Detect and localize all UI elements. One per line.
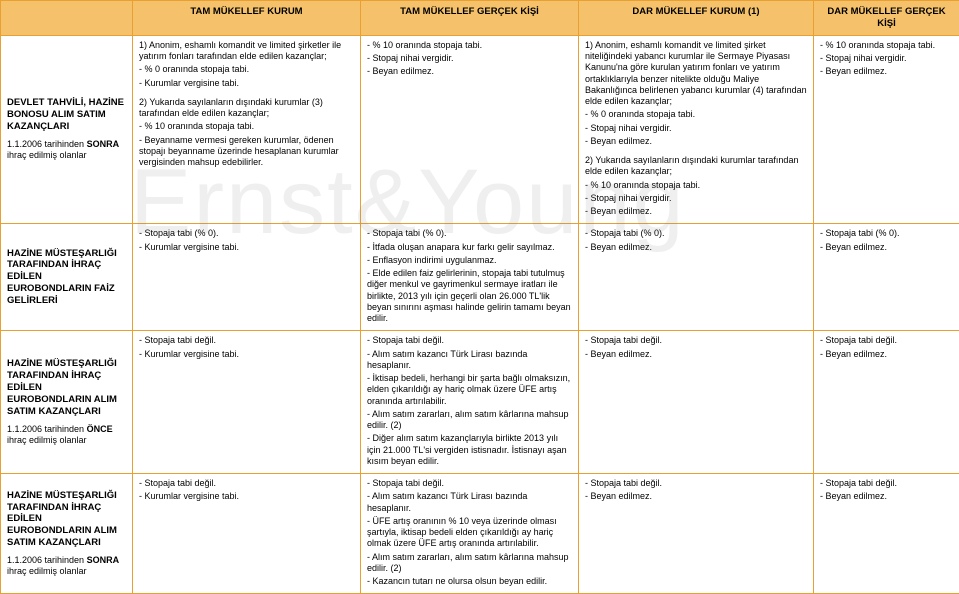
cell-text: - % 10 oranında stopaja tabi. [585, 180, 807, 191]
cell-text: - % 10 oranında stopaja tabi. [367, 40, 572, 51]
table-row: HAZİNE MÜSTEŞARLIĞI TARAFINDAN İHRAÇ EDİ… [1, 224, 959, 331]
row3-sub-pre: 1.1.2006 tarihinden [7, 424, 87, 434]
cell-text: - Beyan edilmez. [585, 242, 807, 253]
cell-text: - Stopaj nihai vergidir. [820, 53, 953, 64]
row2-head: HAZİNE MÜSTEŞARLIĞI TARAFINDAN İHRAÇ EDİ… [1, 224, 133, 331]
cell-text: - % 10 oranında stopaja tabi. [139, 121, 354, 132]
header-blank [1, 1, 133, 36]
cell-text: - Stopaja tabi (% 0). [820, 228, 953, 239]
cell-text: - Stopaja tabi (% 0). [139, 228, 354, 239]
row3-sub-post: ihraç edilmiş olanlar [7, 435, 87, 445]
header-c4: DAR MÜKELLEF GERÇEK KİŞİ [814, 1, 959, 36]
row2-c3: - Stopaja tabi (% 0). - Beyan edilmez. [579, 224, 814, 331]
cell-text: - Elde edilen faiz gelirlerinin, stopaja… [367, 268, 572, 324]
row3-head-sub: 1.1.2006 tarihinden ÖNCE ihraç edilmiş o… [7, 424, 126, 447]
row4-head-main: HAZİNE MÜSTEŞARLIĞI TARAFINDAN İHRAÇ EDİ… [7, 490, 117, 549]
cell-text: 1) Anonim, eshamlı komandit ve limited ş… [585, 40, 807, 108]
cell-text: 1) Anonim, eshamlı komandit ve limited ş… [139, 40, 354, 63]
row3-c4: - Stopaja tabi değil. - Beyan edilmez. [814, 331, 959, 474]
row1-c1: 1) Anonim, eshamlı komandit ve limited ş… [133, 35, 361, 224]
cell-text: - Alım satım zararları, alım satım kârla… [367, 552, 572, 575]
cell-text: - Stopaj nihai vergidir. [585, 123, 807, 134]
table-row: DEVLET TAHVİLİ, HAZİNE BONOSU ALIM SATIM… [1, 35, 959, 224]
cell-text: - Kazancın tutarı ne olursa olsun beyan … [367, 576, 572, 587]
row1-head-main: DEVLET TAHVİLİ, HAZİNE BONOSU ALIM SATIM… [7, 97, 124, 132]
header-c2: TAM MÜKELLEF GERÇEK KİŞİ [361, 1, 579, 36]
cell-text: - Beyan edilmez. [820, 491, 953, 502]
row2-c4: - Stopaja tabi (% 0). - Beyan edilmez. [814, 224, 959, 331]
row3-sub-strong: ÖNCE [87, 424, 113, 434]
header-c1: TAM MÜKELLEF KURUM [133, 1, 361, 36]
row2-c1: - Stopaja tabi (% 0). - Kurumlar vergisi… [133, 224, 361, 331]
cell-text: - Beyan edilmez. [820, 66, 953, 77]
cell-text: - İktisap bedeli, herhangi bir şarta bağ… [367, 373, 572, 407]
row4-head: HAZİNE MÜSTEŞARLIĞI TARAFINDAN İHRAÇ EDİ… [1, 474, 133, 594]
cell-text: - Beyanname vermesi gereken kurumlar, öd… [139, 135, 354, 169]
cell-text: - Stopaja tabi değil. [585, 478, 807, 489]
cell-text: - Stopaja tabi değil. [820, 478, 953, 489]
row4-c4: - Stopaja tabi değil. - Beyan edilmez. [814, 474, 959, 594]
cell-text: - Beyan edilmez. [367, 66, 572, 77]
cell-text: 2) Yukarıda sayılanların dışındaki kurum… [585, 155, 807, 178]
table-row: HAZİNE MÜSTEŞARLIĞI TARAFINDAN İHRAÇ EDİ… [1, 474, 959, 594]
row3-c1: - Stopaja tabi değil. - Kurumlar vergisi… [133, 331, 361, 474]
row4-head-sub: 1.1.2006 tarihinden SONRA ihraç edilmiş … [7, 555, 126, 578]
row4-c3: - Stopaja tabi değil. - Beyan edilmez. [579, 474, 814, 594]
cell-text: - Kurumlar vergisine tabi. [139, 78, 354, 89]
row1-sub-strong: SONRA [87, 139, 120, 149]
row4-c1: - Stopaja tabi değil. - Kurumlar vergisi… [133, 474, 361, 594]
cell-text: - Alım satım kazancı Türk Lirası bazında… [367, 491, 572, 514]
cell-text: - Kurumlar vergisine tabi. [139, 491, 354, 502]
cell-text: - Beyan edilmez. [585, 491, 807, 502]
cell-text: - Beyan edilmez. [820, 349, 953, 360]
cell-text: - Beyan edilmez. [820, 242, 953, 253]
cell-text: - Alım satım zararları, alım satım kârla… [367, 409, 572, 432]
cell-text: - Beyan edilmez. [585, 349, 807, 360]
row3-head-main: HAZİNE MÜSTEŞARLIĞI TARAFINDAN İHRAÇ EDİ… [7, 358, 117, 417]
row4-sub-post: ihraç edilmiş olanlar [7, 566, 87, 576]
cell-text: - İtfada oluşan anapara kur farkı gelir … [367, 242, 572, 253]
cell-text: - Beyan edilmez. [585, 136, 807, 147]
row4-sub-pre: 1.1.2006 tarihinden [7, 555, 87, 565]
row1-c4: - % 10 oranında stopaja tabi. - Stopaj n… [814, 35, 959, 224]
row3-c2: - Stopaja tabi değil. - Alım satım kazan… [361, 331, 579, 474]
cell-text: - Stopaja tabi değil. [585, 335, 807, 346]
cell-text: - Kurumlar vergisine tabi. [139, 242, 354, 253]
cell-text: - Stopaja tabi değil. [367, 335, 572, 346]
cell-text: - Stopaj nihai vergidir. [585, 193, 807, 204]
row1-sub-pre: 1.1.2006 tarihinden [7, 139, 87, 149]
cell-text: - Stopaja tabi değil. [820, 335, 953, 346]
row3-head: HAZİNE MÜSTEŞARLIĞI TARAFINDAN İHRAÇ EDİ… [1, 331, 133, 474]
cell-text: - Stopaj nihai vergidir. [367, 53, 572, 64]
cell-text: - Stopaja tabi (% 0). [367, 228, 572, 239]
cell-text: 2) Yukarıda sayılanların dışındaki kurum… [139, 97, 354, 120]
cell-text: - ÜFE artış oranının % 10 veya üzerinde … [367, 516, 572, 550]
row1-head: DEVLET TAHVİLİ, HAZİNE BONOSU ALIM SATIM… [1, 35, 133, 224]
row1-c3: 1) Anonim, eshamlı komandit ve limited ş… [579, 35, 814, 224]
table-row: HAZİNE MÜSTEŞARLIĞI TARAFINDAN İHRAÇ EDİ… [1, 331, 959, 474]
header-row: TAM MÜKELLEF KURUM TAM MÜKELLEF GERÇEK K… [1, 1, 959, 36]
tax-table: TAM MÜKELLEF KURUM TAM MÜKELLEF GERÇEK K… [0, 0, 959, 594]
cell-text: - Stopaja tabi değil. [367, 478, 572, 489]
cell-text: - Stopaja tabi (% 0). [585, 228, 807, 239]
cell-text: - Kurumlar vergisine tabi. [139, 349, 354, 360]
cell-text: - % 0 oranında stopaja tabi. [139, 64, 354, 75]
cell-text: - Stopaja tabi değil. [139, 478, 354, 489]
row1-c2: - % 10 oranında stopaja tabi. - Stopaj n… [361, 35, 579, 224]
cell-text: - % 10 oranında stopaja tabi. [820, 40, 953, 51]
row4-sub-strong: SONRA [87, 555, 120, 565]
row1-sub-post: ihraç edilmiş olanlar [7, 150, 87, 160]
row3-c3: - Stopaja tabi değil. - Beyan edilmez. [579, 331, 814, 474]
cell-text: - Alım satım kazancı Türk Lirası bazında… [367, 349, 572, 372]
header-c3: DAR MÜKELLEF KURUM (1) [579, 1, 814, 36]
row2-head-main: HAZİNE MÜSTEŞARLIĞI TARAFINDAN İHRAÇ EDİ… [7, 248, 117, 307]
cell-text: - Stopaja tabi değil. [139, 335, 354, 346]
cell-text: - Diğer alım satım kazançlarıyla birlikt… [367, 433, 572, 467]
cell-text: - Enflasyon indirimi uygulanmaz. [367, 255, 572, 266]
row2-c2: - Stopaja tabi (% 0). - İtfada oluşan an… [361, 224, 579, 331]
row1-head-sub: 1.1.2006 tarihinden SONRA ihraç edilmiş … [7, 139, 126, 162]
cell-text: - Beyan edilmez. [585, 206, 807, 217]
cell-text: - % 0 oranında stopaja tabi. [585, 109, 807, 120]
row4-c2: - Stopaja tabi değil. - Alım satım kazan… [361, 474, 579, 594]
